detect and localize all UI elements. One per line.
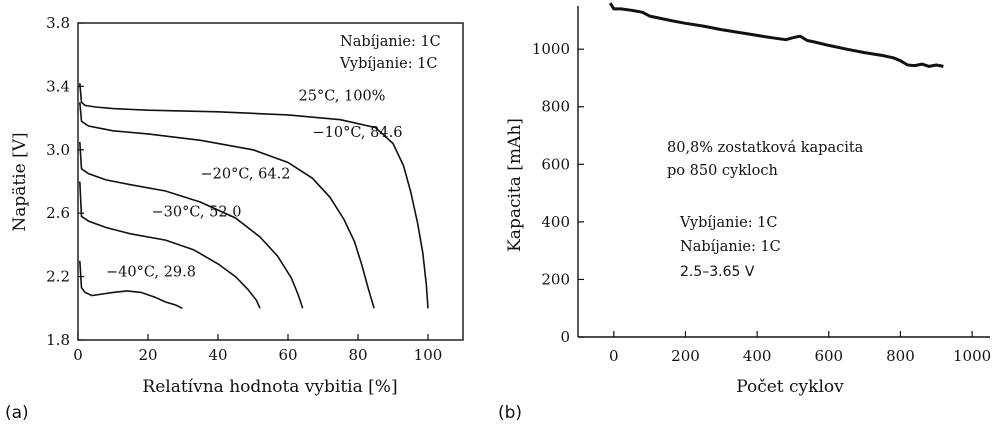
panel-b-annotation-charge: Nabíjanie: 1C [680,239,781,255]
panel-a-curve-label: −40°C, 29.8 [106,265,196,281]
panel-a-curve-labels: 25°C, 100% −10°C, 84.6 −20°C, 64.2 −30°C, 5… [106,89,402,281]
panel-a-y-tick-label: 2.2 [46,268,70,286]
panel-a-series-line [79,260,183,310]
panel-b-x-tick-label: 0 [609,347,619,365]
panel-a-x-tick-label: 20 [138,346,157,364]
panel-a-y-tick-label: 3.0 [46,141,70,159]
panel-b-x-tick-label: 1000 [953,347,991,365]
panel-a-y-tick-label: 1.8 [46,331,70,349]
panel-b-axes: 0 200 400 600 800 1000 0 200 400 600 800 1000 [532,40,991,365]
panel-a-y-axis-label: Napätie [V] [10,132,30,231]
panel-a-y-tick-label: 3.4 [46,77,70,95]
panel-b-x-tick-label: 400 [743,347,772,365]
panel-b-y-tick-label: 400 [541,213,570,231]
panel-b-x-tick-label: 800 [886,347,915,365]
panel-a-annotation-charge: Nabíjanie: 1C [340,34,441,50]
panel-a-x-tick-label: 0 [73,346,83,364]
panel-a-annotation-discharge: Vybíjanie: 1C [339,56,438,72]
panel-a-x-tick-label: 60 [278,346,297,364]
panel-a-series-line [79,141,304,309]
panel-b-x-tick-label: 600 [814,347,843,365]
panel-a-curve-label: −20°C, 64.2 [201,166,291,182]
panel-b-annotation-voltage: 2.5–3.65 V [680,264,755,280]
panel-b-y-tick-label: 600 [541,155,570,173]
panel-a-series-line [79,102,375,309]
panel-b-annotation-capacity: 80,8% zostatková kapacita [667,140,864,156]
panel-b-x-tick-label: 200 [671,347,700,365]
panel-a-x-tick-label: 80 [348,346,367,364]
panel-a-curve-label: −30°C, 52.0 [152,204,242,220]
panel-b-series-line [608,2,944,68]
panel-b-y-tick-label: 1000 [532,40,570,58]
panel-a-x-tick-label: 100 [414,346,443,364]
panel-b-annotation-discharge: Vybíjanie: 1C [679,215,778,231]
panel-b-x-axis-label: Počet cyklov [736,377,844,397]
panel-a-series [79,83,429,310]
panel-a-series-line [79,83,429,309]
panel-a-plot-frame [77,22,464,341]
panel-a-x-tick-label: 40 [208,346,227,364]
panel-b-y-tick-label: 200 [541,270,570,288]
panel-b-tag: (b) [498,403,522,423]
panel-a-x-axis-label: Relatívna hodnota vybitia [%] [142,377,397,397]
panel-b-y-tick-label: 800 [541,98,570,116]
panel-a-series-line [79,181,261,309]
panel-a-axes: 0 20 40 60 80 100 1.8 2.2 2.6 3.0 3.4 3.8 [46,14,442,364]
panel-b-annotation-cycles: po 850 cykloch [667,163,778,179]
panel-b-y-tick-label: 0 [560,328,570,346]
panel-b-y-axis-label: Kapacita [mAh] [505,118,525,252]
panel-a-y-tick-label: 3.8 [46,14,70,32]
panel-a-y-tick-label: 2.6 [46,204,70,222]
panel-a: 0 20 40 60 80 100 1.8 2.2 2.6 3.0 3.4 3.8 25°C, 100… [5,14,464,423]
panel-a-curve-label: 25°C, 100% [299,89,386,105]
panel-b: 0 200 400 600 800 1000 0 200 400 600 800 1000 80,8%… [498,2,991,423]
panel-b-series [608,2,944,68]
panel-a-tag: (a) [5,403,29,423]
panel-a-curve-label: −10°C, 84.6 [313,125,403,141]
